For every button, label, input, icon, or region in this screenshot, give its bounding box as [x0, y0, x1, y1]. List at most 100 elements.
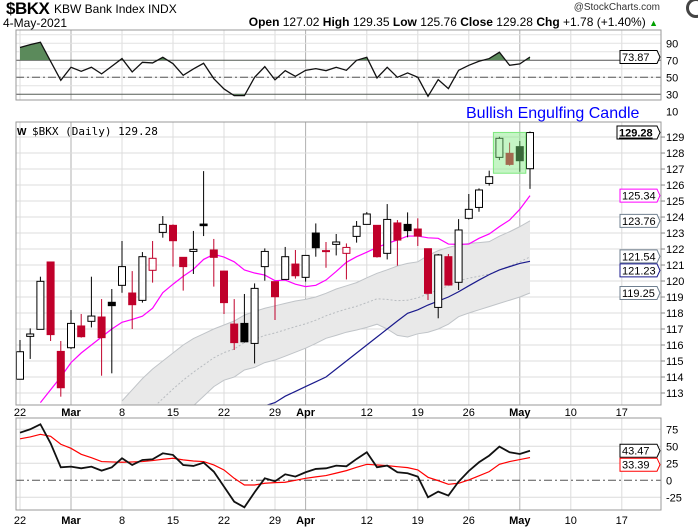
- candle-body-up: [464, 208, 473, 219]
- candle-body-down: [271, 281, 279, 298]
- up-triangle-icon: ▲: [649, 18, 658, 28]
- candle-body-up: [260, 250, 269, 268]
- stockcharts-logo-icon[interactable]: [686, 0, 698, 18]
- price-tick-label: 129: [666, 132, 684, 144]
- chart-date: 4-May-2021: [3, 16, 68, 30]
- rsi-tick-label: 10: [666, 106, 678, 118]
- price-last-label: 123.76: [622, 216, 656, 228]
- index-name: KBW Bank Index INDX: [54, 2, 177, 16]
- x-tick-label: 22: [14, 407, 26, 419]
- candle-body-up: [434, 254, 443, 308]
- candle-body-up: [189, 248, 198, 252]
- price-tick-label: 115: [666, 356, 684, 368]
- price-last-label-box: [616, 125, 661, 140]
- candle-body-down: [169, 224, 177, 242]
- symbol: $BKX: [6, 0, 50, 18]
- indicator-line: [19, 423, 531, 509]
- chg-label: Chg: [536, 15, 560, 29]
- candle-body-down: [505, 152, 514, 165]
- x-tick-label: 12: [361, 515, 373, 527]
- x-tick-label: 22: [14, 515, 26, 527]
- x-tick-label: 26: [463, 407, 475, 419]
- rsi-tick-label: 50: [666, 72, 678, 84]
- candle-body-down: [77, 325, 86, 338]
- candle-body-up: [250, 287, 259, 344]
- price-tick-label: 122: [666, 244, 684, 256]
- candle-body-up: [495, 137, 504, 158]
- stockcharts-brand[interactable]: @StockCharts.com: [573, 2, 660, 13]
- price-tick-label: 118: [666, 308, 684, 320]
- main-legend: $BKX (Daily) 129.28: [32, 125, 158, 138]
- rsi-tick-label: 70: [666, 55, 678, 67]
- open-label: Open: [248, 15, 280, 29]
- signal-line: [19, 433, 531, 486]
- rsi-last-label-box: [619, 49, 661, 64]
- x-tick-label: 10: [565, 515, 577, 527]
- candle-body-down: [128, 292, 137, 306]
- candle-body-up: [26, 333, 35, 337]
- x-tick-label: Mar: [61, 407, 81, 419]
- x-tick-label: 15: [167, 407, 179, 419]
- candle-body-down: [515, 146, 524, 162]
- ma-short-line: [39, 195, 531, 403]
- panel-frame: [15, 417, 662, 511]
- candle-body-down: [322, 250, 330, 253]
- x-tick-label: 8: [119, 515, 125, 527]
- panel-frame: [15, 29, 662, 101]
- x-tick-label: 19: [412, 515, 424, 527]
- candle-body-down: [220, 270, 228, 304]
- candle-body-up: [118, 266, 126, 286]
- candle-body-up: [352, 225, 361, 237]
- high-label: High: [322, 15, 350, 29]
- candle-body-down: [56, 350, 65, 389]
- price-last-label-box: [619, 263, 661, 278]
- candle-body-down: [291, 263, 300, 277]
- price-tick-label: 117: [666, 324, 684, 336]
- x-tick-label: 17: [616, 515, 628, 527]
- price-last-label: 129.28: [619, 128, 653, 140]
- candle-body-up: [526, 132, 534, 170]
- price-last-label: 119.25: [622, 288, 655, 300]
- price-tick-label: 123: [666, 228, 684, 240]
- x-tick-label: Apr: [296, 407, 316, 419]
- price-last-label: 121.54: [622, 251, 656, 263]
- band-middle-line: [155, 256, 531, 405]
- candle-body-down: [97, 316, 106, 339]
- price-tick-label: 127: [666, 164, 684, 176]
- candle-body-up: [362, 213, 371, 225]
- chg-value: +1.78 (+1.40%): [563, 15, 646, 29]
- band-lower-line: [193, 292, 531, 405]
- candle-body-up: [87, 315, 96, 322]
- pattern-highlight-box: [492, 131, 527, 174]
- candle-body-up: [36, 280, 45, 330]
- price-last-label-box: [619, 213, 661, 228]
- candle-body-down: [240, 322, 249, 343]
- close-value: 129.28: [496, 15, 533, 29]
- price-tick-label: 125: [666, 196, 684, 208]
- candle-body-up: [485, 176, 494, 184]
- lower-tick-label: 75: [666, 424, 678, 436]
- candle-body-down: [393, 222, 402, 241]
- open-value: 127.02: [282, 15, 320, 29]
- candle-body-down: [413, 228, 422, 237]
- lower-tick-label: -25: [666, 492, 682, 504]
- price-tick-label: 128: [666, 148, 684, 160]
- low-value: 125.76: [420, 15, 457, 29]
- ohlc-summary: Open 127.02 High 129.35 Low 125.76 Close…: [249, 16, 658, 30]
- price-tick-label: 113: [666, 388, 684, 400]
- price-last-label: 125.34: [622, 191, 656, 203]
- x-tick-label: May: [509, 407, 531, 419]
- price-last-label-box: [619, 249, 661, 264]
- x-tick-label: 29: [269, 515, 281, 527]
- candle-body-up: [138, 256, 147, 301]
- x-tick-label: 19: [412, 407, 424, 419]
- x-tick-label: 29: [269, 407, 281, 419]
- rsi-line: [19, 41, 531, 98]
- x-tick-label: May: [509, 515, 531, 527]
- candle-body-up: [301, 254, 310, 278]
- price-tick-label: 124: [666, 212, 684, 224]
- x-tick-label: 17: [616, 407, 628, 419]
- candle-body-up: [332, 241, 341, 245]
- x-tick-label: 26: [463, 515, 475, 527]
